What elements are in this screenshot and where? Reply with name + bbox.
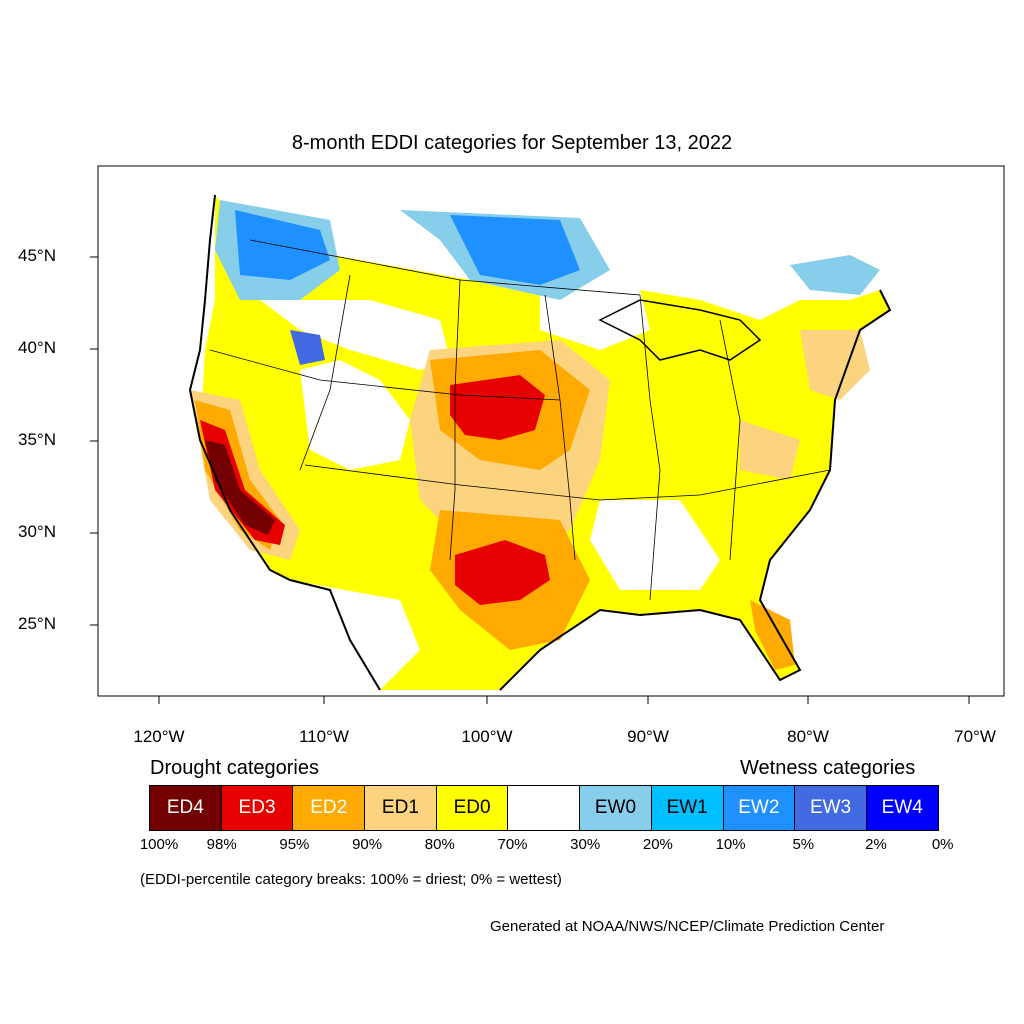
- map-title: 8-month EDDI categories for September 13…: [291, 132, 733, 154]
- credit-line: Generated at NOAA/NWS/NCEP/Climate Predi…: [490, 918, 885, 935]
- lon-label-120w: 120°W: [133, 727, 185, 746]
- legend-swatch-ed3: ED3: [220, 785, 294, 831]
- legend-swatch-ew3: EW3: [794, 785, 867, 831]
- legend-swatch-ew1: EW1: [650, 785, 724, 831]
- ew2-area-northern-plains: [450, 215, 580, 285]
- neutral-area-southeast: [590, 500, 720, 590]
- percentile-break-label: 0%: [931, 836, 954, 853]
- neutral-area-northern-plains: [540, 280, 650, 350]
- legend-swatch-ew0: EW0: [579, 785, 652, 831]
- drought-categories-heading: Drought categories: [150, 757, 319, 779]
- percentile-break-label: 2%: [865, 836, 887, 853]
- percentile-break-label: 100%: [139, 836, 179, 853]
- ed3-area-nebraska: [450, 375, 545, 440]
- legend-swatch-ed1: ED1: [364, 785, 437, 831]
- ed4-area-california: [205, 440, 275, 535]
- category-legend: ED4 ED3 ED2 ED1 ED0 EW0 EW1 EW2 EW3 EW4: [149, 785, 950, 831]
- lon-label-80w: 80°W: [787, 727, 829, 746]
- neutral-area-mexico: [290, 580, 420, 690]
- lat-label-45n: 45°N: [18, 246, 56, 265]
- percentile-break-label: 98%: [206, 836, 237, 853]
- percentile-break-label: 90%: [352, 836, 383, 853]
- lon-label-100w: 100°W: [461, 727, 513, 746]
- us-coastline: [188, 194, 892, 691]
- ew-area-new-england: [790, 255, 880, 295]
- lon-label-70w: 70°W: [954, 727, 996, 746]
- lon-label-90w: 90°W: [627, 727, 669, 746]
- lat-label-30n: 30°N: [18, 522, 56, 541]
- percentile-break-label: 10%: [715, 836, 746, 853]
- category-breaks-note: (EDDI-percentile category breaks: 100% =…: [140, 871, 562, 888]
- wetness-categories-heading: Wetness categories: [740, 757, 916, 779]
- legend-swatch-ew2: EW2: [722, 785, 796, 831]
- ed2-area-florida: [750, 600, 795, 670]
- legend-swatch-ew4: EW4: [865, 785, 939, 831]
- legend-swatch-ed0: ED0: [435, 785, 509, 831]
- lon-label-110w: 110°W: [299, 727, 349, 746]
- ed3-area-texas: [455, 540, 550, 605]
- ew-area-idaho: [290, 330, 325, 365]
- neutral-area-northwest: [260, 300, 450, 370]
- lat-label-40n: 40°N: [18, 338, 56, 357]
- percentile-break-label: 20%: [642, 836, 673, 853]
- percentile-break-label: 70%: [497, 836, 528, 853]
- percentile-break-label: 80%: [424, 836, 455, 853]
- legend-swatch-neutral: [507, 785, 581, 831]
- lat-label-25n: 25°N: [18, 614, 56, 633]
- ew2-area-pacific-northwest: [235, 210, 330, 280]
- longitude-ticks: [158, 696, 970, 704]
- percentile-break-label: 95%: [279, 836, 310, 853]
- state-boundaries: [209, 239, 831, 601]
- great-lakes-outline: [598, 299, 762, 361]
- ed1-area-southeast: [740, 420, 800, 480]
- legend-swatch-ed4: ED4: [149, 785, 222, 831]
- legend-swatch-ed2: ED2: [292, 785, 366, 831]
- neutral-area-southwest: [300, 360, 410, 470]
- latitude-ticks: [90, 256, 98, 626]
- category-fill-layer: [190, 195, 890, 690]
- percentile-break-label: 30%: [570, 836, 601, 853]
- lat-label-35n: 35°N: [18, 430, 56, 449]
- percentile-break-label: 5%: [792, 836, 815, 853]
- percentile-breaks: 100% 98% 95% 90% 80% 70% 30% 20% 10% 5% 2% 0%: [0, 836, 1024, 856]
- plot-frame: [97, 165, 1005, 697]
- ed1-area-northeast: [800, 330, 870, 400]
